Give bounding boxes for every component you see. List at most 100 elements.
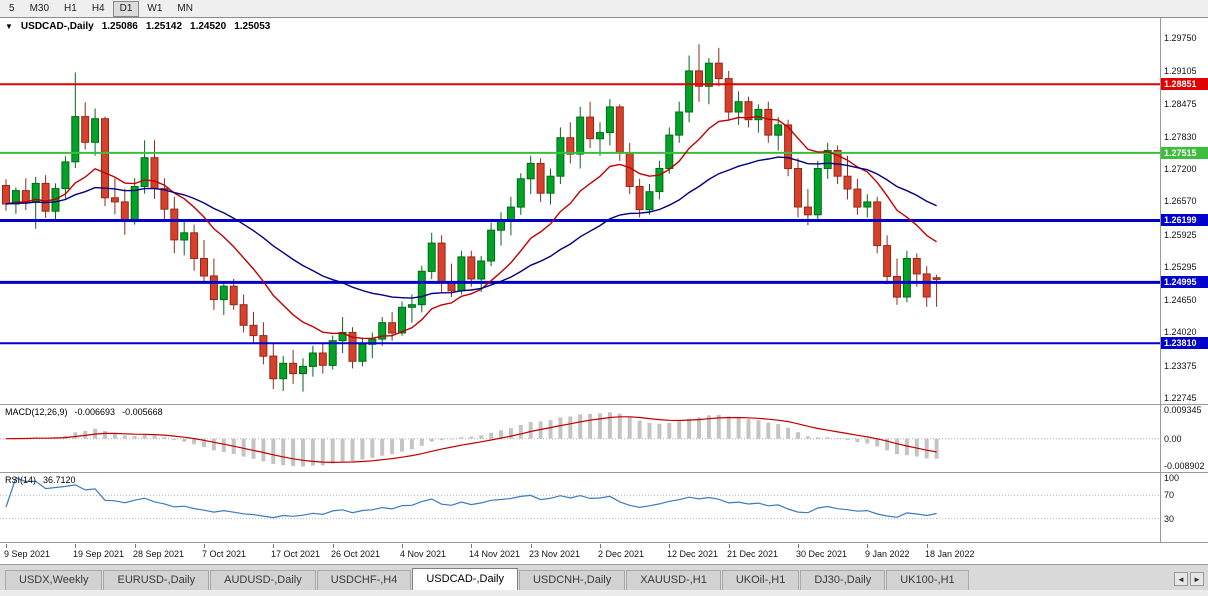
candle: [61, 161, 70, 190]
candle: [209, 275, 218, 300]
timeframe-button-d1[interactable]: D1: [112, 0, 140, 17]
date-label: 12 Dec 2021: [667, 549, 719, 559]
time-tick: [669, 544, 670, 548]
candle: [704, 62, 713, 87]
time-tick: [75, 544, 76, 548]
timeframe-button-h1[interactable]: H1: [64, 2, 77, 14]
candle: [71, 116, 80, 163]
candle: [655, 168, 664, 193]
candle: [249, 324, 258, 337]
price-tick-label: 1.25925: [1164, 230, 1197, 240]
candle: [675, 111, 684, 136]
date-label: 18 Jan 2022: [925, 549, 975, 559]
chart-tab-xauusd-h1[interactable]: XAUUSD-,H1: [626, 570, 721, 590]
candle: [101, 118, 109, 199]
candle: [229, 285, 238, 306]
chart-tab-bar: USDX,Weekly EURUSD-,Daily AUDUSD-,Daily USD…: [0, 564, 1208, 590]
price-axis[interactable]: 1.29750 1.29105 1.28475 1.27830 1.27200 1.265…: [1160, 18, 1208, 542]
candle: [130, 186, 139, 220]
candle: [635, 186, 644, 211]
candle: [615, 106, 624, 154]
chart-tab-usdchf-h4[interactable]: USDCHF-,H4: [316, 570, 412, 590]
candle: [536, 162, 545, 194]
price-tag: 1.23810: [1161, 337, 1208, 349]
candle: [893, 276, 901, 298]
tab-scroll-left-icon[interactable]: ◄: [1174, 572, 1188, 586]
candle: [81, 116, 90, 143]
macd-value-main: -0.006693: [74, 407, 116, 417]
rsi-tick-label: 70: [1164, 490, 1175, 500]
timeframe-button-m30[interactable]: M30: [29, 2, 50, 14]
candle: [586, 116, 595, 140]
time-tick: [273, 544, 274, 548]
chart-symbol-label: USDCAD-,Daily: [20, 21, 94, 32]
candle: [91, 118, 100, 143]
time-tick: [471, 544, 472, 548]
panel-separator[interactable]: [0, 404, 1208, 405]
chart-title: ▼ USDCAD-,Daily 1.25086 1.25142 1.24520 …: [5, 21, 270, 32]
date-label: 2 Dec 2021: [598, 549, 645, 559]
candle: [467, 256, 476, 280]
tab-scroll-right-icon[interactable]: ►: [1190, 572, 1204, 586]
candle: [21, 190, 30, 203]
candle: [388, 322, 397, 334]
candle: [318, 352, 327, 366]
time-tick: [600, 544, 601, 548]
chart-tab-usdx-weekly[interactable]: USDX,Weekly: [5, 570, 103, 590]
candle: [457, 256, 466, 292]
timeframe-button-5[interactable]: 5: [9, 2, 15, 14]
candle: [695, 70, 703, 87]
candle: [764, 108, 773, 136]
candle: [605, 106, 614, 134]
chart-tab-dj30-daily[interactable]: DJ30-,Daily: [800, 570, 886, 590]
panel-separator[interactable]: [0, 472, 1208, 473]
macd-title: MACD(12,26,9) -0.006693 -0.005668: [5, 407, 163, 417]
symbol-dropdown-icon[interactable]: ▼: [5, 21, 13, 31]
time-axis[interactable]: 9 Sep 2021 19 Sep 2021 28 Sep 2021 7 Oct 20…: [0, 542, 1208, 564]
candle: [110, 197, 119, 203]
time-tick: [867, 544, 868, 548]
macd-histogram: [4, 412, 939, 467]
candle: [477, 260, 486, 280]
chart-tab-usdcnh-daily[interactable]: USDCNH-,Daily: [518, 570, 626, 590]
price-tick-label: 1.27830: [1164, 132, 1197, 142]
candle: [299, 365, 307, 375]
date-label: 9 Sep 2021: [4, 549, 51, 559]
candle: [180, 232, 189, 241]
candle: [922, 273, 931, 298]
candle: [556, 137, 565, 177]
candle: [784, 124, 793, 170]
ohlc-high: 1.25142: [145, 21, 183, 32]
candle: [823, 150, 832, 169]
date-label: 9 Jan 2022: [865, 549, 910, 559]
candle: [368, 338, 377, 345]
candle: [427, 242, 436, 272]
candle: [774, 124, 783, 136]
macd-panel-canvas[interactable]: [0, 404, 1160, 472]
chart-tab-uk100-h1[interactable]: UK100-,H1: [886, 570, 969, 590]
timeframe-button-mn[interactable]: MN: [177, 2, 193, 14]
rsi-line: [5, 477, 937, 519]
timeframe-button-w1[interactable]: W1: [147, 2, 163, 14]
candle: [734, 101, 743, 113]
candle: [516, 178, 525, 208]
price-chart-canvas[interactable]: [0, 18, 1160, 404]
candle: [744, 101, 753, 121]
date-label: 17 Oct 2021: [271, 549, 321, 559]
price-tick-label: 1.29750: [1164, 33, 1197, 43]
date-label: 19 Sep 2021: [73, 549, 125, 559]
time-tick: [798, 544, 799, 548]
chart-tab-eurusd-daily[interactable]: EURUSD-,Daily: [103, 570, 210, 590]
rsi-panel-canvas[interactable]: [0, 472, 1160, 542]
candle: [645, 191, 654, 211]
timeframe-button-h4[interactable]: H4: [91, 2, 105, 14]
chart-tab-usdcad-daily[interactable]: USDCAD-,Daily: [412, 568, 518, 590]
macd-label: MACD(12,26,9): [5, 407, 68, 417]
price-tag: 1.27515: [1161, 147, 1208, 159]
price-tick-label: 1.24020: [1164, 327, 1197, 337]
chart-tab-ukoil-h1[interactable]: UKOil-,H1: [721, 570, 800, 590]
chart-tab-audusd-daily[interactable]: AUDUSD-,Daily: [210, 570, 316, 590]
candle: [417, 270, 426, 306]
candle: [863, 201, 872, 208]
